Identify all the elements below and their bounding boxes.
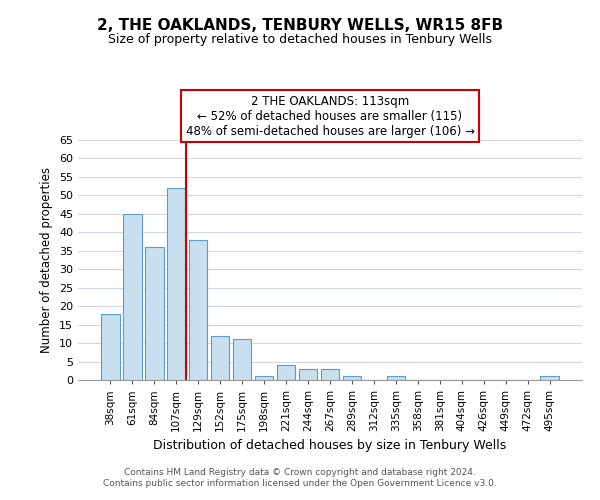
Bar: [299, 369, 317, 380]
Bar: [145, 247, 164, 380]
Bar: [233, 340, 251, 380]
Bar: [123, 214, 142, 380]
Bar: [386, 376, 405, 380]
Text: Contains HM Land Registry data © Crown copyright and database right 2024.
Contai: Contains HM Land Registry data © Crown c…: [103, 468, 497, 487]
Bar: [167, 188, 185, 380]
Bar: [255, 376, 274, 380]
Text: 2 THE OAKLANDS: 113sqm
← 52% of detached houses are smaller (115)
48% of semi-de: 2 THE OAKLANDS: 113sqm ← 52% of detached…: [185, 94, 475, 138]
Text: Size of property relative to detached houses in Tenbury Wells: Size of property relative to detached ho…: [108, 32, 492, 46]
Bar: [277, 365, 295, 380]
Bar: [101, 314, 119, 380]
Bar: [320, 369, 340, 380]
X-axis label: Distribution of detached houses by size in Tenbury Wells: Distribution of detached houses by size …: [154, 440, 506, 452]
Bar: [343, 376, 361, 380]
Bar: [211, 336, 229, 380]
Bar: [189, 240, 208, 380]
Bar: [541, 376, 559, 380]
Y-axis label: Number of detached properties: Number of detached properties: [40, 167, 53, 353]
Text: 2, THE OAKLANDS, TENBURY WELLS, WR15 8FB: 2, THE OAKLANDS, TENBURY WELLS, WR15 8FB: [97, 18, 503, 32]
